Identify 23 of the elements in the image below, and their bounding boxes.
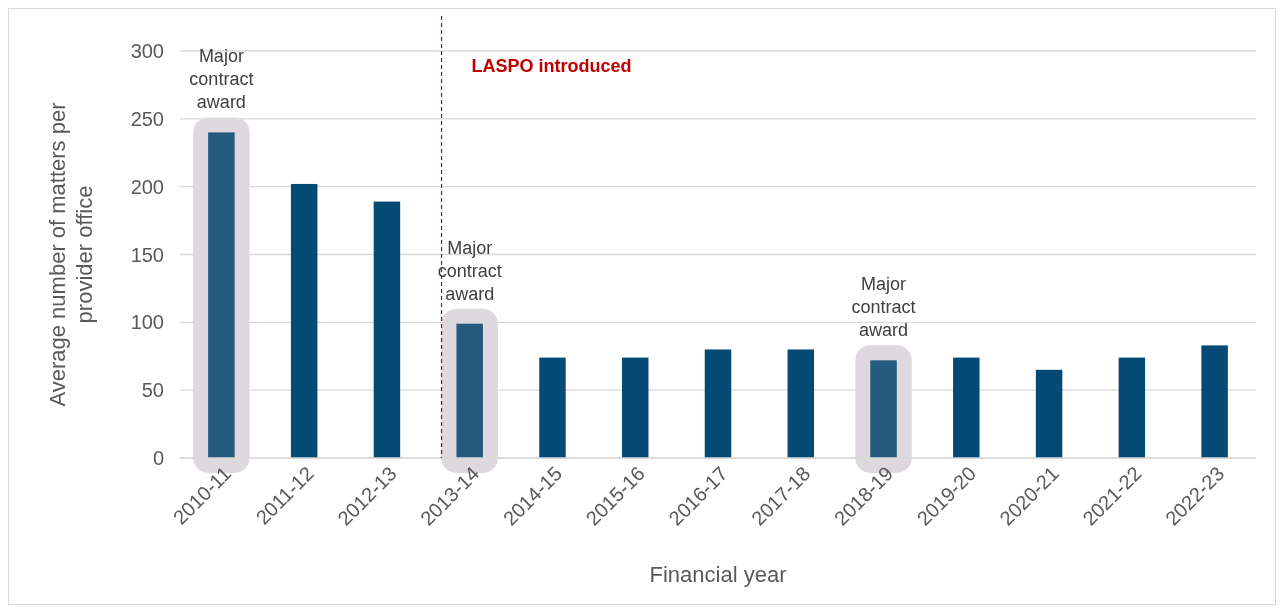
bar bbox=[1035, 369, 1063, 458]
y-tick-label: 150 bbox=[130, 243, 164, 266]
y-tick-label: 50 bbox=[141, 379, 164, 402]
annotation: Major contract award bbox=[851, 274, 916, 341]
annotation: Major contract award bbox=[437, 237, 502, 304]
bar bbox=[953, 357, 980, 458]
bar bbox=[290, 183, 318, 458]
bar bbox=[1201, 345, 1228, 458]
ref-line-label: LASPO introduced bbox=[471, 56, 632, 77]
annotation: Major contract award bbox=[189, 46, 254, 113]
y-tick-label: 0 bbox=[152, 447, 164, 469]
y-tick-label: 100 bbox=[130, 311, 164, 334]
bar bbox=[373, 201, 401, 458]
y-tick-label: 300 bbox=[130, 40, 164, 62]
y-axis-title: Average number of matters per provider office bbox=[45, 102, 97, 407]
x-axis-title: Financial year bbox=[649, 562, 787, 587]
y-tick-label: 250 bbox=[130, 107, 164, 130]
bar bbox=[621, 357, 649, 458]
bar bbox=[704, 349, 732, 458]
bar bbox=[787, 349, 815, 458]
y-tick-label: 200 bbox=[130, 175, 164, 198]
bar bbox=[1118, 357, 1146, 458]
bar bbox=[539, 357, 566, 458]
